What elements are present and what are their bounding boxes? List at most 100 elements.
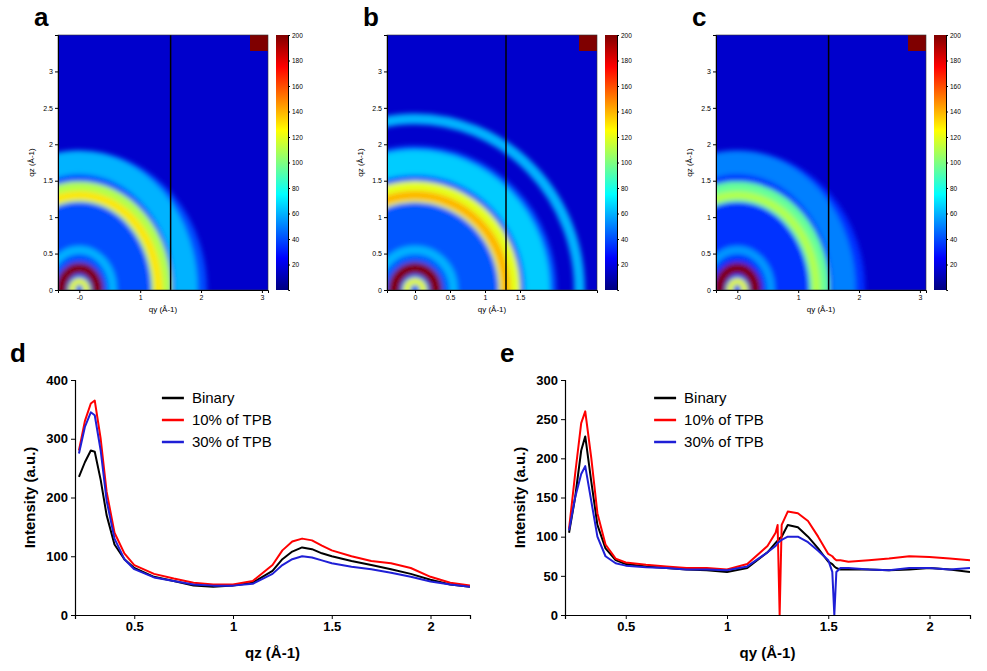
tick: 20 xyxy=(288,261,300,268)
tick-mark xyxy=(288,188,290,189)
tick-mark xyxy=(617,112,619,113)
detector-gap xyxy=(828,35,830,290)
x-axis-title: qy (Å-1) xyxy=(807,305,836,314)
tick-mark xyxy=(288,163,290,164)
tick: 0 xyxy=(378,287,387,294)
tick: 0.5 xyxy=(126,615,144,634)
tick: 40 xyxy=(288,236,300,243)
tick: 20 xyxy=(617,261,629,268)
tick-mark xyxy=(55,71,58,72)
tick-mark xyxy=(450,290,451,293)
diffraction-ring xyxy=(387,250,454,290)
tick-label: 0.5 xyxy=(126,619,144,634)
tick: 180 xyxy=(288,57,303,64)
tick-label: 3 xyxy=(260,294,264,301)
diffraction-ring xyxy=(387,217,485,290)
tick-mark xyxy=(140,290,141,293)
tick-label: 100 xyxy=(46,549,68,564)
tick: 200 xyxy=(536,451,565,466)
axis: 0100200300400 xyxy=(46,373,75,623)
tick-label: 0 xyxy=(414,294,418,301)
tick-label: 180 xyxy=(292,57,303,64)
tick-label: 20 xyxy=(292,261,300,268)
panel-label: b xyxy=(363,2,379,32)
tick: 0 xyxy=(707,287,716,294)
tick-mark xyxy=(737,290,738,293)
axis-line xyxy=(384,36,388,291)
axis-line xyxy=(561,381,566,616)
axis-line xyxy=(388,291,598,294)
diffraction-ring xyxy=(716,192,819,290)
tick-label: 0.5 xyxy=(446,294,456,301)
tick-label: 160 xyxy=(950,83,961,90)
tick: 1.5 xyxy=(43,177,58,184)
tick-label: 250 xyxy=(536,412,558,427)
tick-label: 300 xyxy=(536,373,558,388)
tick: 180 xyxy=(946,57,961,64)
tick: -0 xyxy=(735,290,741,301)
tick-label: 20 xyxy=(950,261,958,268)
tick: 200 xyxy=(46,490,75,505)
tick-mark xyxy=(55,290,58,291)
tick-mark xyxy=(946,86,948,87)
tick: 1.5 xyxy=(323,615,341,634)
tick: 160 xyxy=(946,83,961,90)
plot-area xyxy=(79,401,470,587)
data-line xyxy=(569,411,970,615)
axis-line xyxy=(55,36,59,291)
colorbar xyxy=(276,35,288,290)
tick-mark xyxy=(617,163,619,164)
tick: 60 xyxy=(288,210,300,217)
tick-label: 100 xyxy=(621,159,632,166)
tick-mark xyxy=(288,112,290,113)
tick-label: 60 xyxy=(621,210,629,217)
tick-label: 3 xyxy=(49,68,53,75)
tick: 2 xyxy=(926,615,933,634)
tick: 120 xyxy=(288,134,303,141)
tick-label: 140 xyxy=(950,108,961,115)
tick-mark xyxy=(946,35,948,36)
axis-line xyxy=(713,36,717,291)
axis-line xyxy=(59,291,269,294)
tick-label: 1 xyxy=(797,294,801,301)
tick-label: 40 xyxy=(292,236,300,243)
tick-label: 1.5 xyxy=(820,619,838,634)
tick: 200 xyxy=(946,32,961,39)
tick-mark xyxy=(415,290,416,293)
tick-label: 3 xyxy=(707,68,711,75)
x-axis-title: qy (Å-1) xyxy=(740,644,796,661)
diffraction-ring xyxy=(407,281,424,290)
legend-swatch xyxy=(162,441,184,444)
axis: 0.511.52 xyxy=(76,615,471,634)
rings xyxy=(58,163,186,291)
tick: 160 xyxy=(617,83,632,90)
tick: 1.5 xyxy=(701,177,716,184)
tick-mark xyxy=(288,239,290,240)
tick-mark xyxy=(561,380,565,381)
tick-mark xyxy=(946,265,948,266)
tick-mark xyxy=(617,214,619,215)
tick: 400 xyxy=(46,373,75,388)
tick: 2 xyxy=(200,290,204,301)
tick: 2 xyxy=(858,290,862,301)
tick-label: 100 xyxy=(536,529,558,544)
tick: 0.5 xyxy=(446,290,456,301)
tick-label: 0 xyxy=(551,608,558,623)
corner-patch xyxy=(579,35,597,51)
tick: 1 xyxy=(378,214,387,221)
tick-mark xyxy=(561,537,565,538)
tick-label: 1 xyxy=(484,294,488,301)
axis-line xyxy=(618,36,620,291)
legend-label: 30% of TPB xyxy=(192,433,272,450)
tick: 80 xyxy=(288,185,300,192)
tick-label: 80 xyxy=(950,185,958,192)
tick: 140 xyxy=(617,108,632,115)
tick-mark xyxy=(288,35,290,36)
diffraction-ring xyxy=(58,192,161,290)
tick-mark xyxy=(201,290,202,293)
axis: 00.511.5 xyxy=(388,290,598,301)
plot-area xyxy=(58,35,268,290)
data-line xyxy=(79,412,470,586)
plot-area xyxy=(716,35,926,290)
tick-mark xyxy=(713,71,716,72)
